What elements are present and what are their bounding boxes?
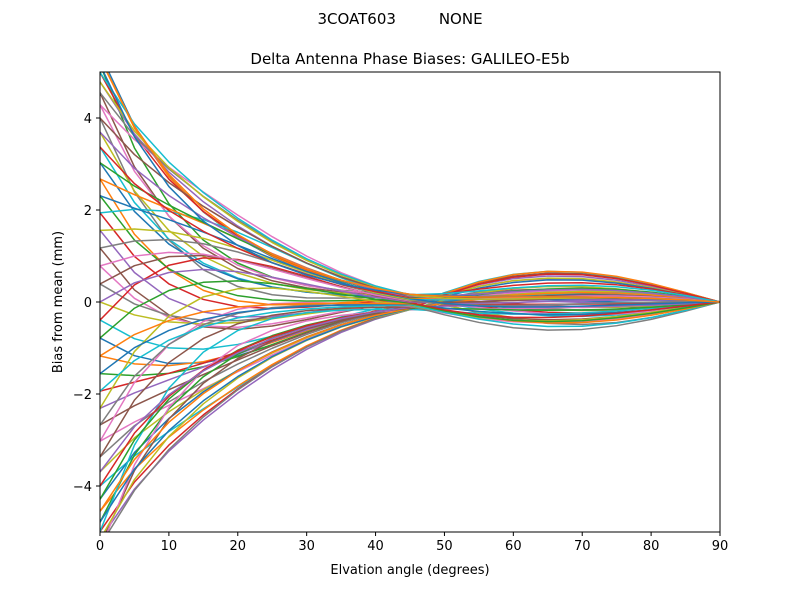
chart-title: Delta Antenna Phase Biases: GALILEO-E5b	[250, 50, 569, 68]
y-axis-ticks: −4 −2 0 2 4	[73, 112, 100, 495]
x-tick-label: 60	[505, 539, 522, 554]
x-tick-label: 10	[161, 539, 178, 554]
y-tick-label: −4	[73, 480, 92, 495]
x-axis-ticks: 0 10 20 30 40 50 60 70 80 90	[96, 532, 728, 554]
y-tick-label: −2	[73, 388, 92, 403]
x-tick-label: 90	[712, 539, 729, 554]
x-axis-label: Elvation angle (degrees)	[330, 563, 489, 578]
series-line	[106, 72, 720, 303]
x-tick-label: 40	[367, 539, 384, 554]
x-tick-label: 20	[230, 539, 247, 554]
y-tick-label: 2	[84, 204, 92, 219]
series-layer	[100, 72, 720, 532]
y-tick-label: 4	[84, 112, 92, 127]
x-tick-label: 30	[298, 539, 315, 554]
y-axis-label: Bias from mean (mm)	[51, 231, 66, 373]
x-tick-label: 80	[643, 539, 660, 554]
x-tick-label: 0	[96, 539, 104, 554]
x-tick-label: 70	[574, 539, 591, 554]
x-tick-label: 50	[436, 539, 453, 554]
figure-suptitle: 3COAT603 NONE	[317, 10, 482, 28]
y-tick-label: 0	[84, 296, 92, 311]
